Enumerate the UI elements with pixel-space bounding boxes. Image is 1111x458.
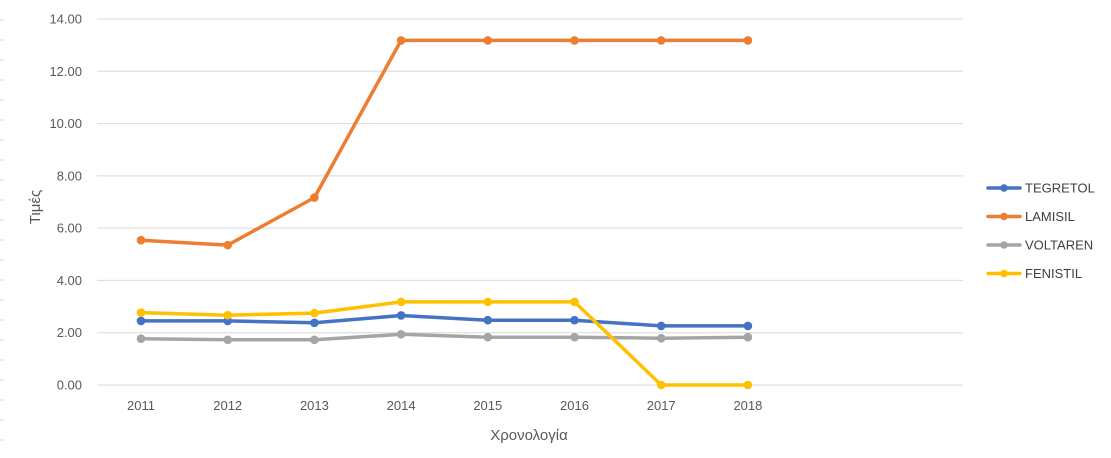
- x-axis-ticks: 2011 2012 2013 2014 2015 2016 2017 2018: [127, 398, 762, 413]
- chart-gridlines: [97, 18, 963, 386]
- spreadsheet-gridlines: [0, 19, 4, 441]
- legend-label: FENISTIL: [1025, 266, 1082, 281]
- data-point: [136, 316, 146, 326]
- data-point: [743, 332, 753, 342]
- series-tegretol: [136, 311, 753, 331]
- data-point: [570, 332, 579, 342]
- y-axis-ticks: 0.00 2.00 4.00 6.00 8.00 10.00 12.00 14.00: [49, 12, 82, 393]
- data-point: [570, 297, 579, 307]
- legend-swatch-marker: [1000, 184, 1008, 192]
- data-point: [396, 311, 406, 320]
- x-tick-label: 2017: [647, 398, 676, 413]
- data-point: [310, 193, 319, 202]
- x-tick-label: 2016: [560, 398, 589, 413]
- data-point: [483, 297, 493, 307]
- data-point: [483, 315, 493, 325]
- series-lamisil: [136, 36, 753, 250]
- data-point: [136, 334, 146, 344]
- y-axis-title: Τιμές: [27, 190, 44, 225]
- y-tick-label: 6.00: [57, 221, 82, 236]
- series-line: [139, 300, 750, 387]
- data-point: [743, 380, 753, 390]
- series-line: [139, 332, 750, 342]
- data-point: [656, 36, 666, 45]
- y-tick-label: 8.00: [57, 168, 82, 183]
- data-point: [743, 321, 753, 331]
- data-point: [656, 321, 666, 331]
- x-tick-label: 2012: [213, 398, 242, 413]
- data-point: [396, 36, 406, 45]
- data-point: [223, 310, 232, 320]
- data-point: [570, 315, 579, 325]
- legend-item: LAMISIL: [986, 209, 1075, 224]
- data-point: [483, 332, 493, 342]
- x-tick-label: 2013: [300, 398, 329, 413]
- data-point: [656, 380, 666, 390]
- data-point: [136, 308, 146, 317]
- y-tick-label: 10.00: [49, 116, 82, 131]
- data-point: [223, 335, 232, 345]
- data-point: [743, 36, 753, 45]
- series-line: [139, 38, 750, 247]
- data-point: [310, 308, 319, 318]
- data-point: [396, 297, 406, 307]
- data-point: [310, 335, 319, 345]
- legend-item: VOLTAREN: [986, 238, 1093, 253]
- series-fenistil: [136, 297, 753, 390]
- y-tick-label: 14.00: [49, 12, 82, 27]
- legend-swatch-marker: [1000, 241, 1008, 249]
- data-point: [136, 235, 146, 245]
- legend-swatch-marker: [1000, 212, 1008, 221]
- data-point: [223, 240, 232, 250]
- x-tick-label: 2015: [473, 398, 502, 413]
- data-point: [396, 329, 406, 339]
- legend-swatch-marker: [1000, 269, 1008, 278]
- series-voltaren: [136, 329, 753, 345]
- series-line: [139, 313, 750, 328]
- y-tick-label: 4.00: [57, 273, 82, 288]
- legend-label: VOLTAREN: [1025, 238, 1093, 253]
- data-point: [310, 318, 319, 328]
- x-tick-label: 2018: [733, 398, 762, 413]
- y-tick-label: 2.00: [57, 325, 82, 340]
- data-point: [483, 36, 493, 45]
- legend-item: FENISTIL: [986, 266, 1082, 281]
- data-point: [570, 36, 579, 45]
- y-tick-label: 0.00: [57, 378, 82, 393]
- y-tick-label: 12.00: [49, 64, 82, 79]
- legend-label: TEGRETOL: [1025, 181, 1095, 196]
- legend-item: TEGRETOL: [986, 181, 1095, 196]
- x-axis-title: Χρονολογία: [490, 427, 568, 444]
- chart-legend: TEGRETOL LAMISIL VOLTAREN FENISTIL: [986, 181, 1095, 281]
- x-tick-label: 2014: [387, 398, 416, 413]
- x-tick-label: 2011: [127, 398, 155, 413]
- data-point: [656, 333, 666, 343]
- chart-series: [136, 36, 753, 390]
- legend-label: LAMISIL: [1025, 209, 1075, 224]
